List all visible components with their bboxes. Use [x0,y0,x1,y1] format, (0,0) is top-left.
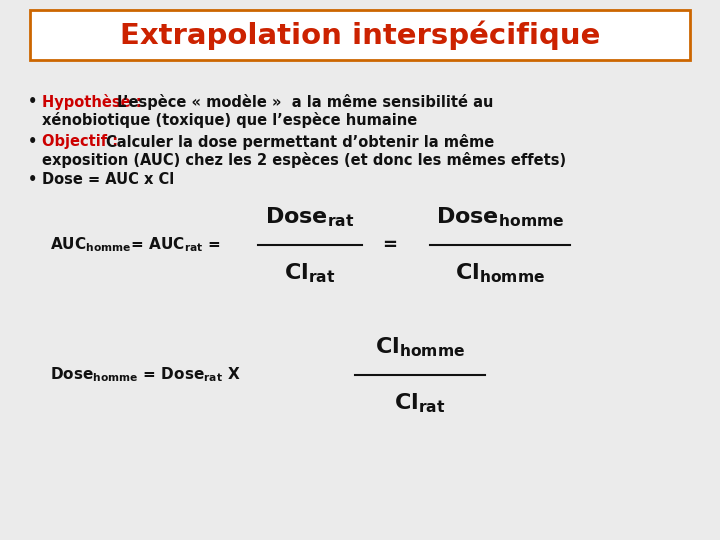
Text: Cl$_{\mathregular{rat}}$: Cl$_{\mathregular{rat}}$ [395,391,446,415]
Text: •: • [28,172,37,187]
Text: Cl$_{\mathregular{rat}}$: Cl$_{\mathregular{rat}}$ [284,261,336,285]
Text: Objectif :: Objectif : [42,134,123,149]
Text: Hypothèse :: Hypothèse : [42,94,147,110]
Text: Dose$_{\mathregular{homme}}$: Dose$_{\mathregular{homme}}$ [436,205,564,229]
Text: Cl$_{\mathregular{homme}}$: Cl$_{\mathregular{homme}}$ [375,335,465,359]
Text: Extrapolation interspécifique: Extrapolation interspécifique [120,20,600,50]
Text: =: = [382,236,397,254]
Text: L’espèce « modèle »  a la même sensibilité au: L’espèce « modèle » a la même sensibilit… [117,94,493,110]
Text: Dose$_{\mathregular{rat}}$: Dose$_{\mathregular{rat}}$ [265,205,355,229]
Text: Dose$_{\mathregular{homme}}$ = Dose$_{\mathregular{rat}}$ X: Dose$_{\mathregular{homme}}$ = Dose$_{\m… [50,366,240,384]
Text: •: • [28,134,37,149]
Text: Cl$_{\mathregular{homme}}$: Cl$_{\mathregular{homme}}$ [455,261,545,285]
Text: exposition (AUC) chez les 2 espèces (et donc les mêmes effets): exposition (AUC) chez les 2 espèces (et … [42,152,566,168]
Text: •: • [28,94,37,109]
Text: Calculer la dose permettant d’obtenir la même: Calculer la dose permettant d’obtenir la… [106,134,494,150]
Text: xénobiotique (toxique) que l’espèce humaine: xénobiotique (toxique) que l’espèce huma… [42,112,418,128]
FancyBboxPatch shape [30,10,690,60]
Text: AUC$_{\mathregular{homme}}$= AUC$_{\mathregular{rat}}$ =: AUC$_{\mathregular{homme}}$= AUC$_{\math… [50,235,220,254]
Text: Dose = AUC x Cl: Dose = AUC x Cl [42,172,174,187]
